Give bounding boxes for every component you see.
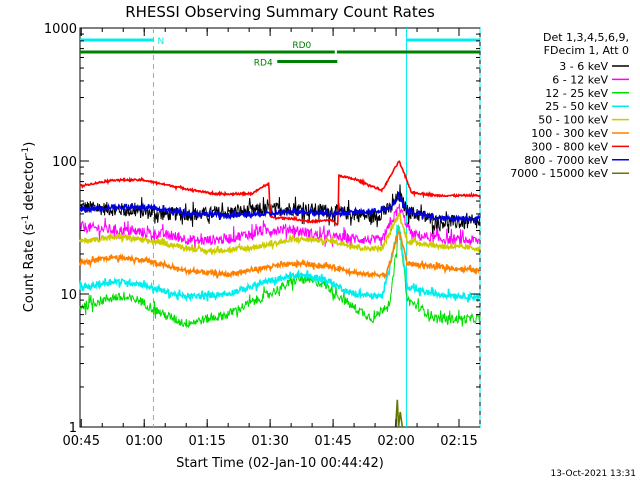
x-tick-label-3: 01:15 [188,434,225,449]
legend: Det 1,3,4,5,6,9,FDecim 1, Att 0 3 - 6 keV… [510,31,629,180]
x-tick-label-6: 02:00 [377,434,414,449]
attenuator-label: N [157,37,164,47]
series-line-7 [79,160,481,227]
series-line-6 [79,230,481,280]
y-tick-label-2: 10 [60,288,77,303]
x-tick-label-2: 01:00 [125,434,162,449]
y-tick-label-3: 100 [52,155,77,170]
axis-ticks: 00:45 01:00 01:15 01:30 01:45 02:00 02:15 1 10 10… [44,22,480,449]
legend-label-2: 6 - 12 keV [552,73,608,86]
series-line-5 [79,211,481,256]
legend-header-line-2: FDecim 1, Att 0 [544,44,629,57]
vertical-markers [152,28,481,427]
series-line-4 [79,223,481,303]
legend-label-8: 800 - 7000 keV [524,154,608,167]
footer-timestamp: 13-Oct-2021 13:31 [551,469,636,479]
series-line-2 [79,203,481,252]
legend-label-3: 12 - 25 keV [545,87,608,100]
y-axis-label: Count Rate (s-1 detector-1) [21,142,37,313]
y-tick-label-1: 1 [69,421,77,436]
x-tick-label-1: 00:45 [63,434,100,449]
series-line-9 [394,399,404,429]
x-tick-label-7: 02:15 [440,434,477,449]
legend-label-7: 300 - 800 keV [531,140,608,153]
series-lines [79,160,481,429]
x-tick-label-5: 01:45 [314,434,351,449]
legend-label-4: 25 - 50 keV [545,100,608,113]
legend-label-9: 7000 - 15000 keV [510,167,608,180]
legend-header-line-1: Det 1,3,4,5,6,9, [543,31,629,44]
x-tick-label-4: 01:30 [251,434,288,449]
y-tick-label-4: 1000 [44,22,77,37]
status-bars: N RD0 RD4 [80,37,480,68]
series-line-8 [79,192,481,224]
decimation-label-rd4: RD4 [254,58,273,68]
legend-label-6: 100 - 300 keV [531,127,608,140]
x-axis-label: Start Time (02-Jan-10 00:44:42) [176,456,384,471]
legend-label-1: 3 - 6 keV [559,60,608,73]
series-line-1 [79,184,481,235]
decimation-label-rd0: RD0 [292,41,311,51]
chart-title: RHESSI Observing Summary Count Rates [125,3,435,21]
series-line-3 [79,223,481,329]
legend-label-5: 50 - 100 keV [538,114,608,127]
